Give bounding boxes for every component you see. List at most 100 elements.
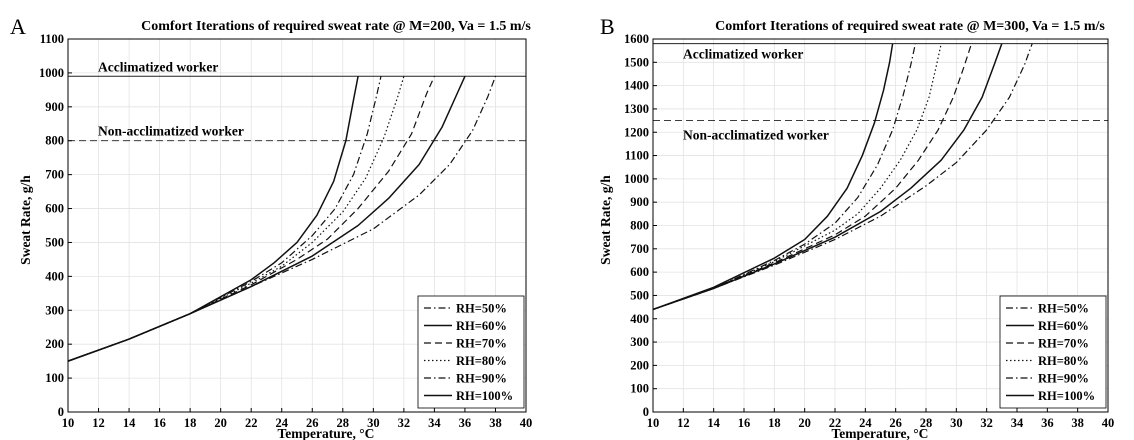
legend-entry: RH=70% <box>456 337 507 351</box>
legend-entry: RH=90% <box>456 372 507 386</box>
x-tick-label: 18 <box>184 416 197 430</box>
series-line <box>67 76 405 362</box>
legend-entry: RH=80% <box>1038 354 1089 368</box>
legend: RH=50% RH=60% RH=70% RH=80% RH=90% RH=100% <box>417 295 525 409</box>
y-tick-label: 700 <box>630 242 649 256</box>
series-line <box>67 75 466 362</box>
y-tick-label: 900 <box>630 195 649 209</box>
y-tick-label: 1000 <box>624 172 649 186</box>
y-tick-label: 1500 <box>624 55 649 69</box>
x-tick-label: 22 <box>245 416 258 430</box>
y-tick-label: 300 <box>630 335 649 349</box>
series-line <box>652 43 894 311</box>
y-tick-label: 0 <box>643 405 649 419</box>
legend: RH=50% RH=60% RH=70% RH=80% RH=90% RH=100% <box>999 295 1107 409</box>
x-tick-label: 26 <box>889 416 902 430</box>
x-tick-label: 24 <box>859 416 872 430</box>
x-tick-label: 36 <box>1041 416 1054 430</box>
x-tick-label: 12 <box>92 416 105 430</box>
legend-entry: RH=80% <box>456 354 507 368</box>
y-tick-label: 400 <box>630 312 649 326</box>
y-tick-label: 1000 <box>39 66 64 80</box>
x-tick-label: 20 <box>214 416 227 430</box>
y-tick-label: 1400 <box>624 79 649 93</box>
annotation-acclimatized: Acclimatized worker <box>683 47 803 62</box>
y-tick-label: 1600 <box>624 32 649 46</box>
y-tick-label: 600 <box>630 265 649 279</box>
y-tick-label: 300 <box>45 303 64 317</box>
chart-panel-b: B Comfort Iterations of required sweat r… <box>598 14 1114 440</box>
annotation-non-acclimatized: Non-acclimatized worker <box>683 128 829 143</box>
y-tick-label: 800 <box>45 134 64 148</box>
legend-entry: RH=70% <box>1038 337 1089 351</box>
x-tick-label: 34 <box>1011 416 1024 430</box>
x-tick-label: 14 <box>123 416 136 430</box>
y-tick-label: 800 <box>630 219 649 233</box>
y-tick-label: 100 <box>630 382 649 396</box>
y-tick-label: 1200 <box>624 125 649 139</box>
x-tick-label: 16 <box>153 416 166 430</box>
y-tick-label: 500 <box>630 288 649 302</box>
x-tick-label: 28 <box>920 416 933 430</box>
y-tick-label: 400 <box>45 269 64 283</box>
x-tick-label: 40 <box>520 416 533 430</box>
y-axis-label: Sweat Rate, g/h <box>18 175 33 265</box>
x-axis-label: Temperature, °C <box>832 426 929 440</box>
annotation-non-acclimatized: Non-acclimatized worker <box>98 124 244 139</box>
legend-entry: RH=90% <box>1038 372 1089 386</box>
chart-title: Comfort Iterations of required sweat rat… <box>141 19 531 34</box>
legend-box <box>417 295 525 409</box>
x-tick-label: 36 <box>459 416 472 430</box>
panel-letter: A <box>10 14 26 39</box>
y-tick-label: 700 <box>45 168 64 182</box>
legend-entry: RH=60% <box>1038 319 1089 333</box>
series-line <box>652 43 1003 311</box>
x-tick-label: 12 <box>677 416 690 430</box>
series-line <box>67 76 435 362</box>
legend-entry: RH=50% <box>1038 302 1089 316</box>
series-line <box>67 76 359 362</box>
y-tick-label: 200 <box>45 337 64 351</box>
series-line <box>652 43 942 310</box>
legend-entry: RH=100% <box>456 389 513 403</box>
y-tick-label: 1100 <box>625 149 649 163</box>
chart-title: Comfort Iterations of required sweat rat… <box>715 19 1105 34</box>
x-tick-label: 22 <box>829 416 842 430</box>
x-tick-label: 10 <box>62 416 75 430</box>
x-tick-label: 32 <box>980 416 993 430</box>
legend-entry: RH=100% <box>1038 389 1095 403</box>
plot-area-frame <box>67 38 527 413</box>
x-tick-label: 40 <box>1102 416 1115 430</box>
x-tick-label: 34 <box>428 416 441 430</box>
y-tick-label: 100 <box>45 371 64 385</box>
y-tick-label: 1300 <box>624 102 649 116</box>
legend-entry: RH=50% <box>456 302 507 316</box>
y-tick-label: 1100 <box>40 32 64 46</box>
x-tick-label: 30 <box>367 416 380 430</box>
series-line <box>67 76 382 362</box>
legend-box <box>999 295 1107 409</box>
y-tick-label: 600 <box>45 202 64 216</box>
chart-panel-a: A Comfort Iterations of required sweat r… <box>10 14 532 440</box>
series-line <box>652 43 916 310</box>
x-tick-label: 38 <box>489 416 502 430</box>
x-tick-label: 38 <box>1071 416 1084 430</box>
x-tick-label: 16 <box>738 416 751 430</box>
y-axis-label: Sweat Rate, g/h <box>598 175 613 265</box>
x-tick-label: 18 <box>768 416 781 430</box>
x-tick-label: 26 <box>306 416 319 430</box>
y-tick-label: 500 <box>45 235 64 249</box>
x-tick-label: 14 <box>707 416 720 430</box>
x-tick-label: 20 <box>798 416 811 430</box>
y-tick-label: 200 <box>630 358 649 372</box>
x-axis-label: Temperature, °C <box>278 426 375 440</box>
x-tick-label: 10 <box>647 416 660 430</box>
x-tick-label: 28 <box>337 416 350 430</box>
legend-entry: RH=60% <box>456 319 507 333</box>
x-tick-label: 32 <box>398 416 411 430</box>
y-tick-label: 0 <box>58 405 64 419</box>
series-line <box>652 43 1033 310</box>
y-tick-label: 900 <box>45 100 64 114</box>
x-tick-label: 24 <box>275 416 288 430</box>
